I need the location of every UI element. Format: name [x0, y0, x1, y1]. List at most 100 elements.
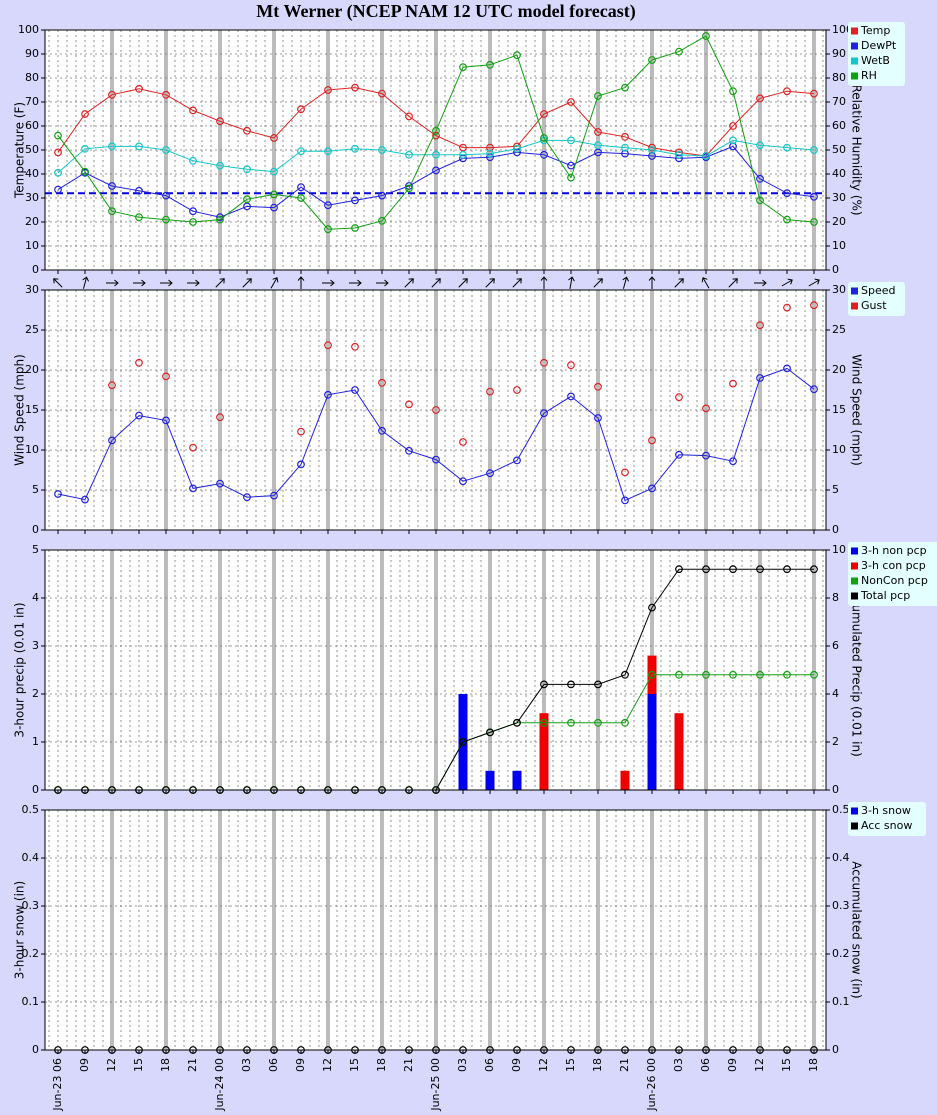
wind-arrow-group: [540, 276, 548, 289]
marker: [216, 479, 224, 488]
marker: [648, 152, 656, 160]
wind-arrow-group: [133, 279, 146, 287]
y2-tick-label: 0: [832, 783, 839, 796]
y-tick-label: 0: [32, 783, 39, 796]
x-tick-label: 21: [186, 1058, 199, 1072]
marker: [270, 203, 278, 212]
marker: [675, 47, 683, 56]
marker: [513, 51, 521, 60]
marker: [135, 142, 143, 151]
y-tick-label: 60: [25, 119, 39, 132]
wind-arrow: [133, 279, 146, 287]
marker: [675, 565, 683, 574]
marker: [243, 165, 251, 174]
marker: [675, 393, 683, 402]
y-axis-title: Wind Speed (mph): [13, 354, 27, 466]
y2-tick-label: 80: [832, 71, 846, 84]
marker: [108, 207, 116, 216]
marker: [243, 126, 251, 135]
marker: [540, 134, 548, 142]
y-tick-label: 5: [32, 543, 39, 556]
x-tick-label: 06: [483, 1058, 496, 1072]
marker: [81, 167, 89, 176]
legend-swatch: [851, 287, 858, 295]
y2-tick-label: 70: [832, 95, 846, 108]
marker: [432, 131, 440, 140]
marker: [675, 150, 683, 159]
y-tick-label: 4: [32, 591, 39, 604]
marker: [729, 379, 737, 388]
marker: [513, 456, 521, 465]
marker: [297, 460, 305, 469]
y2-tick-label: 0: [832, 523, 839, 536]
y-tick-label: 10: [25, 443, 39, 456]
x-tick-label: 18: [807, 1058, 820, 1072]
wind-arrow-group: [242, 278, 252, 288]
y-tick-label: 0.1: [22, 995, 40, 1008]
marker: [567, 718, 575, 727]
y2-tick-label: 30: [832, 283, 846, 296]
x-tick-label: 03: [240, 1058, 253, 1072]
y-tick-label: 50: [25, 143, 39, 156]
legend-box: [848, 542, 937, 606]
marker: [486, 143, 494, 152]
marker: [648, 146, 656, 154]
marker: [567, 161, 575, 170]
y2-tick-label: 0.3: [832, 899, 850, 912]
bar: [512, 770, 522, 790]
marker: [432, 406, 440, 414]
y-tick-label: 3: [32, 639, 39, 652]
wind-arrow: [322, 279, 335, 287]
wind-arrow: [808, 278, 820, 287]
marker: [162, 146, 170, 154]
y2-tick-label: 0.1: [832, 995, 850, 1008]
marker: [756, 196, 764, 205]
marker: [783, 87, 791, 96]
marker: [162, 416, 170, 425]
wind-arrow-group: [728, 278, 738, 288]
y-axis-title: 3-hour precip (0.01 in): [13, 602, 27, 737]
marker: [513, 718, 521, 727]
marker: [81, 144, 89, 153]
marker: [270, 190, 278, 199]
marker: [648, 56, 656, 64]
marker: [702, 404, 710, 413]
marker: [756, 321, 764, 330]
legend-label: 3-h con pcp: [861, 559, 926, 572]
marker: [405, 446, 413, 455]
marker: [108, 436, 116, 445]
legend-label: DewPt: [861, 39, 897, 52]
marker: [567, 361, 575, 370]
marker: [621, 149, 629, 158]
y-tick-label: 20: [25, 215, 39, 228]
marker: [297, 194, 305, 202]
marker: [648, 484, 656, 493]
marker: [783, 364, 791, 373]
series-line: [57, 87, 815, 157]
y2-tick-label: 0: [832, 263, 839, 276]
wind-arrow-group: [781, 278, 793, 287]
marker: [729, 565, 737, 574]
y2-tick-label: 6: [832, 639, 839, 652]
wind-arrow: [349, 279, 362, 287]
legend-swatch: [851, 27, 858, 35]
marker: [81, 495, 89, 504]
bar: [485, 770, 495, 790]
marker: [729, 142, 737, 151]
wind-arrow-group: [349, 279, 362, 287]
y2-tick-label: 100: [832, 23, 853, 36]
y2-tick-label: 0: [832, 1043, 839, 1056]
marker: [810, 301, 818, 310]
legend-swatch: [851, 822, 858, 830]
marker: [486, 149, 494, 158]
wind-arrow-group: [376, 279, 389, 287]
marker: [135, 84, 143, 93]
x-tick-label: 12: [537, 1058, 550, 1072]
marker: [486, 728, 494, 737]
legend-box: [848, 282, 905, 316]
marker: [54, 490, 62, 498]
marker: [432, 150, 440, 159]
marker: [540, 718, 548, 727]
